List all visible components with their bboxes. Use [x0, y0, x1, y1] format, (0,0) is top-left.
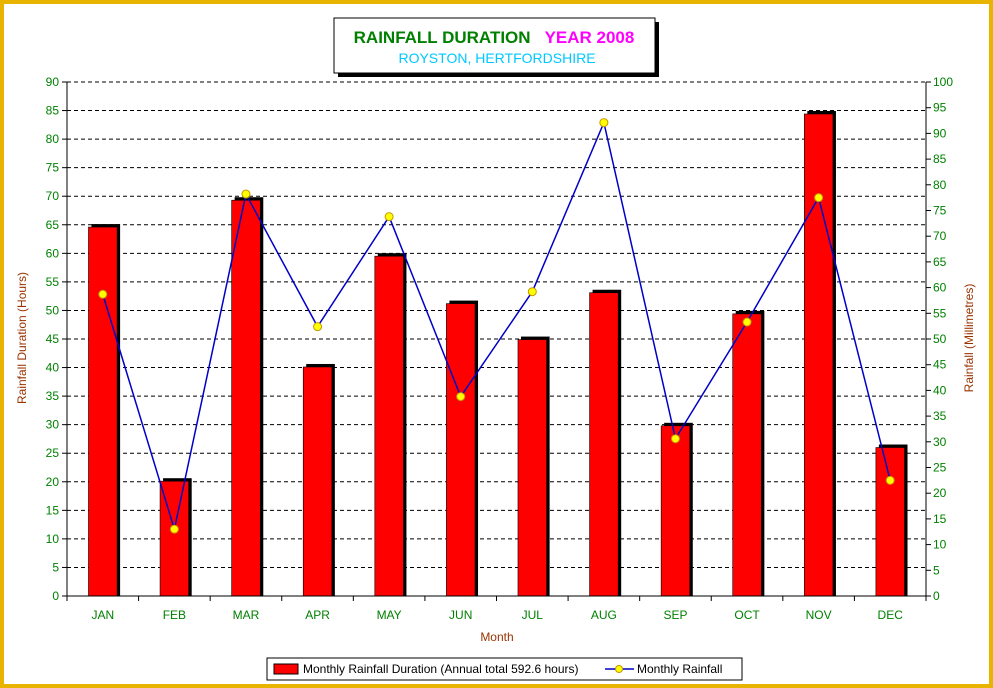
- bar-series: [88, 110, 908, 597]
- y-left-tick-label: 60: [46, 246, 60, 260]
- y-right-tick-label: 100: [933, 75, 953, 89]
- title-year: YEAR 2008: [545, 28, 635, 47]
- title-box-frame: [333, 17, 656, 74]
- y-right-tick-label: 40: [933, 383, 947, 397]
- title-box: RAINFALL DURATION YEAR 2008 ROYSTON, HERT…: [333, 17, 659, 77]
- legend-line-label: Monthly Rainfall: [637, 662, 722, 676]
- y-right-tick-label: 70: [933, 229, 947, 243]
- bar: [517, 339, 547, 597]
- x-tick-label: JUL: [522, 608, 544, 622]
- rainfall-point: [527, 287, 537, 297]
- legend: Monthly Rainfall Duration (Annual total …: [266, 657, 743, 681]
- y-left-tick-label: 85: [46, 104, 60, 118]
- y-right-tick-label: 75: [933, 204, 947, 218]
- bar: [660, 425, 691, 597]
- y-right-tick-label: 5: [933, 563, 940, 577]
- rainfall-line: [102, 120, 891, 533]
- rainfall-point: [384, 212, 394, 222]
- y-right-tick-label: 80: [933, 178, 947, 192]
- y-left-tick-label: 80: [46, 132, 60, 146]
- y-right-tick-label: 60: [933, 281, 947, 295]
- y-right-tick-label: 55: [933, 306, 947, 320]
- rainfall-point: [313, 322, 323, 332]
- y-right-tick-label: 20: [933, 486, 947, 500]
- line-series: [98, 118, 895, 534]
- legend-bar-label: Monthly Rainfall Duration (Annual total …: [303, 662, 578, 676]
- y-right-tick-label: 25: [933, 461, 947, 475]
- x-tick-label: SEP: [663, 608, 687, 622]
- axes: [62, 81, 931, 601]
- bar: [446, 303, 476, 597]
- title-location: ROYSTON, HERTFORDSHIRE: [398, 50, 595, 66]
- y-right-tick-label: 45: [933, 358, 947, 372]
- y-right-tick-label: 95: [933, 101, 947, 115]
- y-axis-left-label: Rainfall Duration (Hours): [15, 272, 29, 404]
- y-left-tick-label: 90: [46, 75, 60, 89]
- rainfall-point: [885, 475, 895, 485]
- rainfall-point: [670, 434, 680, 444]
- x-tick-label: JUN: [449, 608, 472, 622]
- x-axis-label: Month: [480, 630, 513, 644]
- y-left-tick-label: 55: [46, 275, 60, 289]
- x-tick-label: APR: [305, 608, 330, 622]
- y-right-tick-label: 10: [933, 538, 947, 552]
- rainfall-point: [169, 524, 179, 534]
- y-right-tick-label: 30: [933, 435, 947, 449]
- x-tick-label: DEC: [878, 608, 904, 622]
- bar: [875, 447, 905, 597]
- rainfall-point: [742, 317, 752, 327]
- y-left-tick-label: 70: [46, 189, 60, 203]
- bar: [88, 226, 118, 597]
- tick-labels: 0 5 10 15 20 25 30 35 40 45 50 55 60 65 70 75 80 85 90 0 5 10…: [46, 75, 954, 622]
- y-left-tick-label: 10: [46, 532, 60, 546]
- x-tick-label: AUG: [591, 608, 617, 622]
- y-left-tick-label: 15: [46, 503, 60, 517]
- x-tick-label: NOV: [806, 608, 832, 622]
- y-left-tick-label: 35: [46, 389, 60, 403]
- y-right-tick-label: 90: [933, 126, 947, 140]
- legend-bar-swatch: [273, 663, 299, 675]
- y-left-tick-label: 20: [46, 475, 60, 489]
- rainfall-point: [814, 193, 824, 203]
- y-left-tick-label: 5: [52, 560, 59, 574]
- y-right-tick-label: 65: [933, 255, 947, 269]
- bar: [804, 113, 834, 597]
- y-left-tick-label: 40: [46, 361, 60, 375]
- title-main: RAINFALL DURATION: [354, 28, 531, 47]
- x-tick-label: MAY: [377, 608, 402, 622]
- y-left-tick-label: 0: [52, 589, 59, 603]
- bar: [589, 292, 619, 597]
- rainfall-point: [456, 392, 466, 402]
- rainfall-point: [241, 189, 251, 199]
- y-right-tick-label: 85: [933, 152, 947, 166]
- y-right-tick-label: 35: [933, 409, 947, 423]
- legend-frame: [266, 657, 743, 681]
- y-left-tick-label: 45: [46, 332, 60, 346]
- y-left-tick-label: 25: [46, 446, 60, 460]
- bar: [374, 255, 404, 597]
- x-tick-label: MAR: [233, 608, 260, 622]
- x-tick-label: OCT: [734, 608, 760, 622]
- bar: [231, 199, 261, 597]
- y-axis-right-label: Rainfall (Millimetres): [962, 284, 976, 393]
- y-left-tick-label: 50: [46, 303, 60, 317]
- rainfall-point: [599, 118, 609, 128]
- x-tick-label: FEB: [163, 608, 186, 622]
- y-left-tick-label: 30: [46, 418, 60, 432]
- gridlines: [67, 81, 926, 568]
- legend-line-marker: [615, 665, 623, 673]
- chart-title: RAINFALL DURATION YEAR 2008: [354, 28, 635, 47]
- bar: [302, 366, 333, 597]
- y-right-tick-label: 15: [933, 512, 947, 526]
- bar: [732, 313, 762, 597]
- y-right-tick-label: 50: [933, 332, 947, 346]
- y-right-tick-label: 0: [933, 589, 940, 603]
- rainfall-point: [98, 289, 108, 299]
- y-left-tick-label: 65: [46, 218, 60, 232]
- x-tick-label: JAN: [91, 608, 114, 622]
- y-left-tick-label: 75: [46, 161, 60, 175]
